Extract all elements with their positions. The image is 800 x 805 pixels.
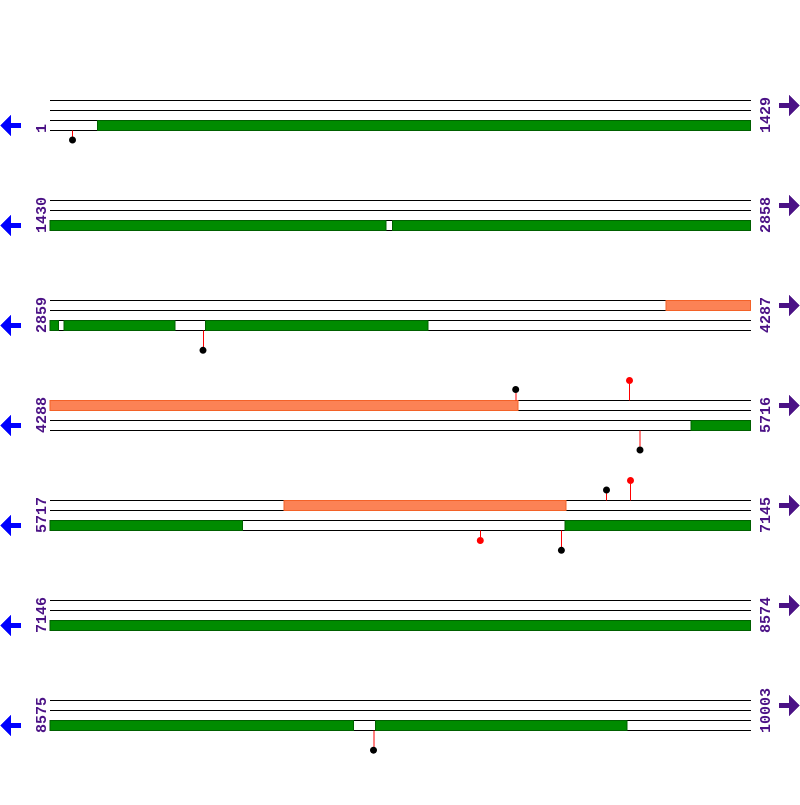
- svg-text:4287: 4287: [758, 297, 775, 333]
- svg-text:1430: 1430: [34, 197, 51, 233]
- svg-text:8574: 8574: [758, 597, 775, 633]
- svg-text:8575: 8575: [34, 697, 51, 733]
- svg-text:7146: 7146: [34, 597, 51, 633]
- svg-text:1429: 1429: [758, 97, 775, 133]
- svg-text:5717: 5717: [34, 497, 51, 533]
- svg-text:10003: 10003: [758, 688, 775, 733]
- svg-text:2858: 2858: [758, 197, 775, 233]
- svg-text:2859: 2859: [34, 297, 51, 333]
- svg-text:5716: 5716: [758, 397, 775, 433]
- svg-text:7145: 7145: [758, 497, 775, 533]
- svg-text:4288: 4288: [34, 397, 51, 433]
- svg-text:1: 1: [34, 124, 51, 133]
